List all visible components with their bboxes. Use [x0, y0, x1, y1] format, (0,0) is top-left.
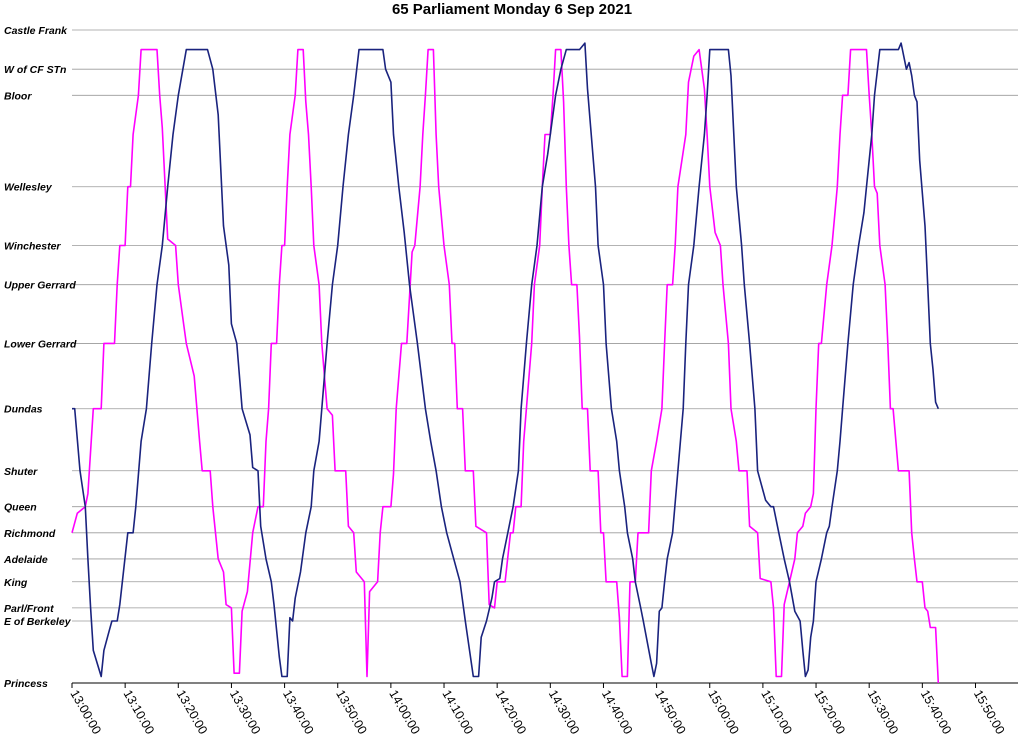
station-label: King [4, 577, 28, 589]
chart-title: 65 Parliament Monday 6 Sep 2021 [392, 1, 632, 18]
station-label: W of CF STn [4, 64, 66, 76]
station-label: Upper Gerrard [4, 280, 76, 292]
x-tick-label: 14:00:00 [386, 688, 422, 737]
station-label: Bloor [4, 90, 32, 102]
series-line-1 [71, 48, 940, 684]
station-label: Wellesley [4, 182, 53, 194]
station-label: Princess [4, 678, 48, 690]
x-tick-label: 13:00:00 [67, 688, 103, 737]
station-label: Queen [4, 502, 37, 514]
x-tick-label: 14:20:00 [493, 688, 529, 737]
station-label: Winchester [4, 240, 61, 252]
station-label: Parl/Front [4, 603, 54, 615]
x-tick-label: 15:10:00 [758, 688, 794, 737]
x-tick-label: 14:10:00 [439, 688, 475, 737]
x-tick-label: 13:50:00 [333, 688, 369, 737]
series-line-2 [72, 42, 940, 678]
x-tick-label: 13:40:00 [280, 688, 316, 737]
station-label: Dundas [4, 404, 43, 416]
x-axis: 13:00:00 13:10:00 13:20:00 13:30:00 13:40:00… [67, 683, 1007, 737]
x-tick-label: 13:10:00 [121, 688, 157, 737]
station-label: Shuter [4, 466, 38, 478]
series-layer [71, 42, 940, 684]
station-label: Adelaide [3, 554, 48, 566]
x-tick-label: 15:00:00 [705, 688, 741, 737]
x-tick-label: 13:30:00 [227, 688, 263, 737]
x-tick-label: 13:20:00 [174, 688, 210, 737]
x-tick-label: 15:40:00 [918, 688, 954, 737]
grid-layer [72, 29, 1018, 684]
station-label: E of Berkeley [4, 616, 72, 628]
x-tick-label: 14:50:00 [652, 688, 688, 737]
x-tick-label: 15:30:00 [865, 688, 901, 737]
station-label: Lower Gerrard [4, 338, 77, 350]
x-tick-label: 15:50:00 [971, 688, 1007, 737]
station-labels: Castle Frank W of CF STn Bloor Wellesley Win… [3, 25, 77, 690]
x-tick-label: 14:30:00 [546, 688, 582, 737]
x-tick-label: 15:20:00 [811, 688, 847, 737]
x-tick-label: 14:40:00 [599, 688, 635, 737]
station-label: Richmond [4, 528, 56, 540]
station-label: Castle Frank [4, 25, 68, 37]
